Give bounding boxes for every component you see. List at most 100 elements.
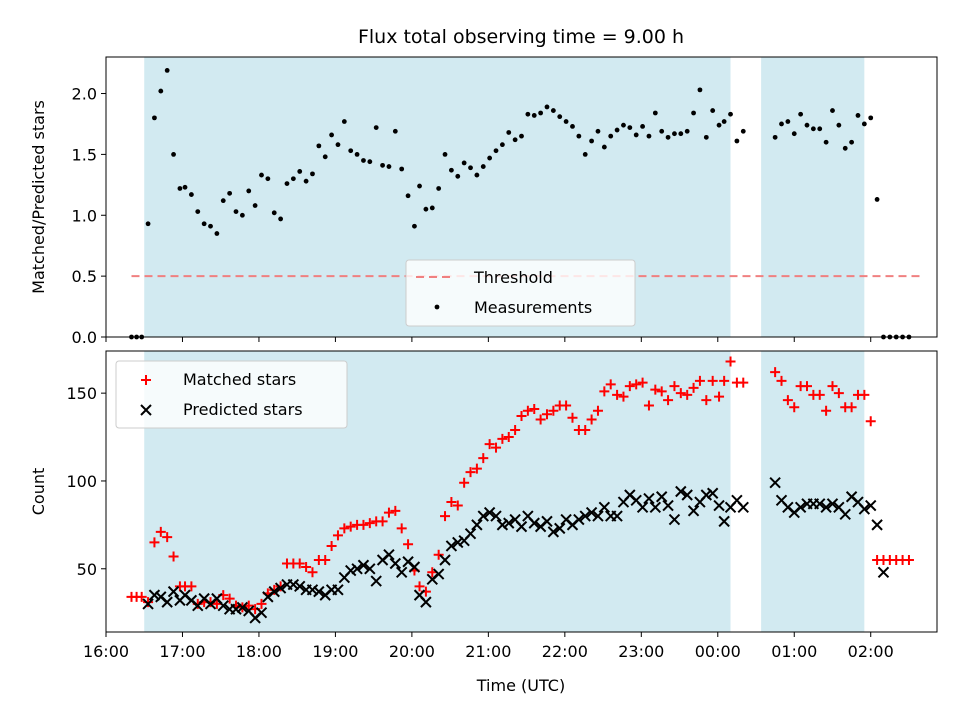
data-point xyxy=(640,123,645,129)
data-point xyxy=(214,231,220,236)
data-point xyxy=(510,425,521,436)
x-tick-label: 22:00 xyxy=(542,642,588,661)
data-point xyxy=(339,523,350,534)
data-point xyxy=(294,558,305,569)
data-point xyxy=(586,414,597,425)
data-point xyxy=(687,505,700,517)
data-point xyxy=(579,510,591,522)
ratio-panel: 0.0 0.5 1.0 1.5 2.0 Matched/Predicted stars Th… xyxy=(29,56,938,347)
data-point xyxy=(618,391,629,402)
data-point xyxy=(541,409,552,420)
data-point xyxy=(849,139,855,145)
data-point xyxy=(271,210,277,216)
data-point xyxy=(598,501,611,514)
data-point xyxy=(445,540,458,552)
x-tick-label: 16:00 xyxy=(83,642,129,661)
data-point xyxy=(201,221,207,227)
y-tick-label: 1.5 xyxy=(72,145,97,164)
data-point xyxy=(557,114,563,120)
data-point xyxy=(167,585,180,598)
data-point xyxy=(859,389,870,400)
data-point xyxy=(433,549,444,560)
data-point xyxy=(414,581,425,592)
data-point xyxy=(320,554,331,565)
data-point xyxy=(785,119,791,124)
data-point xyxy=(636,501,649,514)
series-measurements xyxy=(129,67,912,340)
data-point xyxy=(550,108,556,113)
data-point xyxy=(830,108,835,113)
data-point xyxy=(480,164,486,169)
data-point xyxy=(871,519,883,531)
data-point xyxy=(665,134,671,140)
data-point xyxy=(390,505,401,516)
data-point xyxy=(643,492,655,505)
data-point xyxy=(823,139,829,145)
x-tick-label: 18:00 xyxy=(236,642,282,661)
data-point xyxy=(804,122,810,128)
data-point xyxy=(821,405,832,416)
data-point xyxy=(554,522,566,535)
data-point xyxy=(605,379,616,390)
x-tick-label: 21:00 xyxy=(465,642,511,661)
data-point xyxy=(782,395,793,406)
data-point xyxy=(682,389,693,400)
data-point xyxy=(224,593,235,604)
data-point xyxy=(255,606,268,619)
data-point xyxy=(380,162,385,168)
data-point xyxy=(734,138,740,144)
data-point xyxy=(341,119,347,124)
count-panel: 50 100 150 16:00 17:00 18:00 19:00 20:00 21:00 22… xyxy=(29,350,938,661)
data-point xyxy=(611,510,623,522)
data-point xyxy=(740,128,746,134)
data-point xyxy=(177,186,183,191)
data-point xyxy=(230,603,242,615)
data-point xyxy=(386,164,392,169)
data-point xyxy=(614,127,620,133)
data-point xyxy=(855,113,861,118)
x-tick-label: 02:00 xyxy=(848,642,894,661)
data-point xyxy=(364,563,376,575)
data-point xyxy=(877,566,890,578)
data-point xyxy=(487,155,493,161)
legend: Threshold Measurements xyxy=(405,259,636,327)
y-axis-label: Count xyxy=(29,468,48,516)
data-point xyxy=(297,169,303,174)
data-point xyxy=(779,121,784,127)
data-point xyxy=(820,501,832,514)
data-point xyxy=(874,197,880,202)
data-point xyxy=(383,549,395,561)
axes-frame xyxy=(105,56,938,338)
data-point xyxy=(455,173,461,179)
data-point xyxy=(595,128,601,134)
x-tick-label: 00:00 xyxy=(695,642,741,661)
data-point xyxy=(827,381,838,392)
data-point xyxy=(490,510,502,522)
data-point xyxy=(592,510,604,522)
data-point xyxy=(582,151,588,157)
data-point xyxy=(464,527,477,540)
data-point xyxy=(522,405,533,416)
data-point xyxy=(322,154,328,160)
data-point xyxy=(142,598,154,610)
data-point xyxy=(858,503,871,515)
legend-matched-swatch xyxy=(141,375,151,385)
data-point xyxy=(798,111,804,117)
data-point xyxy=(370,575,382,587)
data-point xyxy=(294,580,306,593)
data-point xyxy=(662,499,674,512)
data-point xyxy=(548,405,559,416)
data-point xyxy=(563,119,569,124)
data-point xyxy=(675,485,687,498)
data-point xyxy=(186,581,197,592)
legend-box xyxy=(115,360,348,429)
data-point xyxy=(694,375,705,386)
data-point xyxy=(668,513,681,526)
data-point xyxy=(483,506,496,519)
data-point xyxy=(168,551,179,562)
data-point xyxy=(136,591,147,602)
data-point xyxy=(383,507,394,518)
data-point xyxy=(601,144,607,150)
data-point xyxy=(316,143,322,149)
data-point xyxy=(525,111,531,117)
